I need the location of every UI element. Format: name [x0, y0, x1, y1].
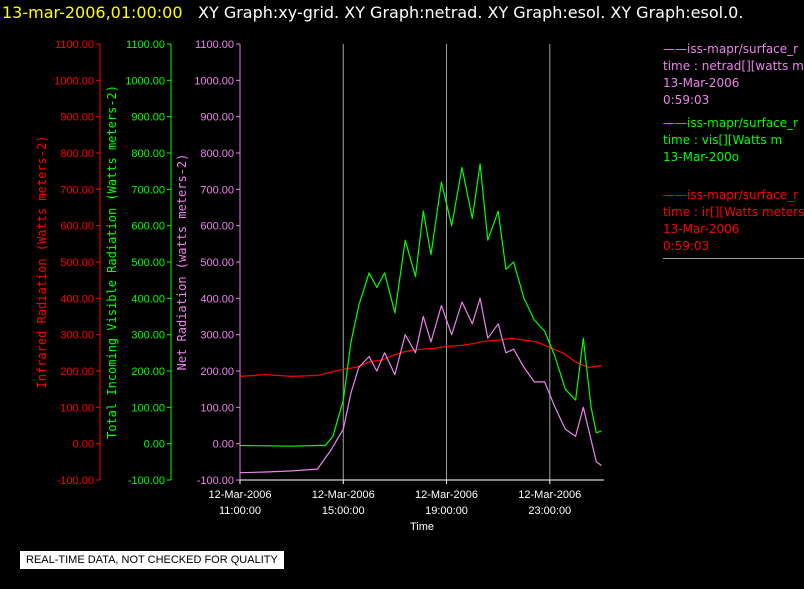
- y-tick-label: 800.00: [60, 148, 94, 160]
- series-line-ir: [239, 337, 602, 377]
- y-tick-label: 200.00: [131, 366, 165, 378]
- graph-titles: XY Graph:xy-grid. XY Graph:netrad. XY Gr…: [198, 3, 744, 22]
- timestamp-label: 13-mar-2006,01:00:00: [2, 3, 183, 22]
- y-tick-label: 500.00: [200, 257, 234, 269]
- y-axis-title: Infrared Radiation (Watts meters-2): [35, 136, 49, 389]
- legend-line: 0:59:03: [663, 239, 710, 253]
- legend-line: time : ir[][Watts meters: [663, 205, 804, 219]
- quality-disclaimer: REAL-TIME DATA, NOT CHECKED FOR QUALITY: [20, 551, 284, 569]
- y-tick-label: 1000.00: [54, 75, 94, 87]
- y-tick-label: 0.00: [144, 439, 165, 451]
- y-tick-label: 0.00: [73, 439, 94, 451]
- y-tick-label: 0.00: [213, 439, 234, 451]
- y-tick-label: 700.00: [200, 184, 234, 196]
- y-tick-label: 400.00: [131, 293, 165, 305]
- y-tick-label: -100.00: [197, 475, 234, 487]
- legend-line: 13-Mar-200o: [663, 150, 740, 164]
- y-axis-title: Total Incoming Visible Radiation (Watts …: [105, 85, 119, 439]
- y-tick-label: 700.00: [60, 184, 94, 196]
- x-axis-title: Time: [410, 521, 434, 533]
- y-tick-label: 800.00: [131, 148, 165, 160]
- y-tick-label: 1100.00: [55, 39, 94, 51]
- x-tick-label-time: 19:00:00: [425, 505, 468, 517]
- y-tick-label: 1000.00: [125, 75, 165, 87]
- y-tick-label: 1100.00: [126, 39, 165, 51]
- legend-line: ——iss-mapr/surface_r: [663, 188, 799, 202]
- y-tick-label: -100.00: [57, 475, 94, 487]
- y-axis-title: Net Radiation (watts meters-2): [175, 154, 189, 371]
- x-tick-label-time: 11:00:00: [219, 505, 261, 517]
- y-tick-label: 100.00: [200, 402, 234, 414]
- y-tick-label: 300.00: [60, 330, 94, 342]
- y-tick-label: 200.00: [200, 366, 234, 378]
- y-tick-label: 300.00: [131, 330, 165, 342]
- y-tick-label: 600.00: [200, 221, 234, 233]
- y-tick-label: 600.00: [60, 221, 94, 233]
- y-tick-label: 700.00: [131, 184, 165, 196]
- y-tick-label: 100.00: [60, 402, 94, 414]
- legend-line: time : vis[][Watts m: [663, 133, 783, 147]
- y-tick-label: 800.00: [200, 148, 234, 160]
- x-tick-label-time: 15:00:00: [322, 505, 365, 517]
- y-tick-label: 900.00: [60, 112, 94, 124]
- legend-line: time : netrad[][watts m: [663, 59, 804, 73]
- x-tick-label-date: 12-Mar-2006: [312, 489, 375, 501]
- x-tick-label-date: 12-Mar-2006: [209, 489, 272, 501]
- series-line-vis: [239, 163, 602, 447]
- y-tick-label: 400.00: [200, 293, 234, 305]
- y-tick-label: 600.00: [131, 221, 165, 233]
- y-tick-label: 400.00: [60, 293, 94, 305]
- x-tick-label-date: 12-Mar-2006: [518, 489, 581, 501]
- legend-line: 0:59:03: [663, 93, 710, 107]
- legend-divider: [663, 258, 804, 259]
- y-tick-label: 500.00: [131, 257, 165, 269]
- x-tick-label-time: 23:00:00: [528, 505, 571, 517]
- y-tick-label: 1100.00: [195, 39, 234, 51]
- legend-line: ——iss-mapr/surface_r: [663, 116, 799, 130]
- series-line-netrad: [239, 297, 602, 474]
- y-tick-label: 300.00: [200, 330, 234, 342]
- y-tick-label: 900.00: [200, 112, 234, 124]
- y-tick-label: 100.00: [131, 402, 165, 414]
- x-tick-label-date: 12-Mar-2006: [415, 489, 478, 501]
- legend-line: 13-Mar-2006: [663, 76, 740, 90]
- y-tick-label: -100.00: [128, 475, 165, 487]
- legend-line: ——iss-mapr/surface_r: [663, 42, 799, 56]
- y-tick-label: 500.00: [60, 257, 94, 269]
- y-tick-label: 1000.00: [194, 75, 234, 87]
- y-tick-label: 200.00: [60, 366, 94, 378]
- legend-line: 13-Mar-2006: [663, 222, 740, 236]
- y-tick-label: 900.00: [131, 112, 165, 124]
- header-bar: 13-mar-2006,01:00:00 XY Graph:xy-grid. X…: [0, 0, 804, 26]
